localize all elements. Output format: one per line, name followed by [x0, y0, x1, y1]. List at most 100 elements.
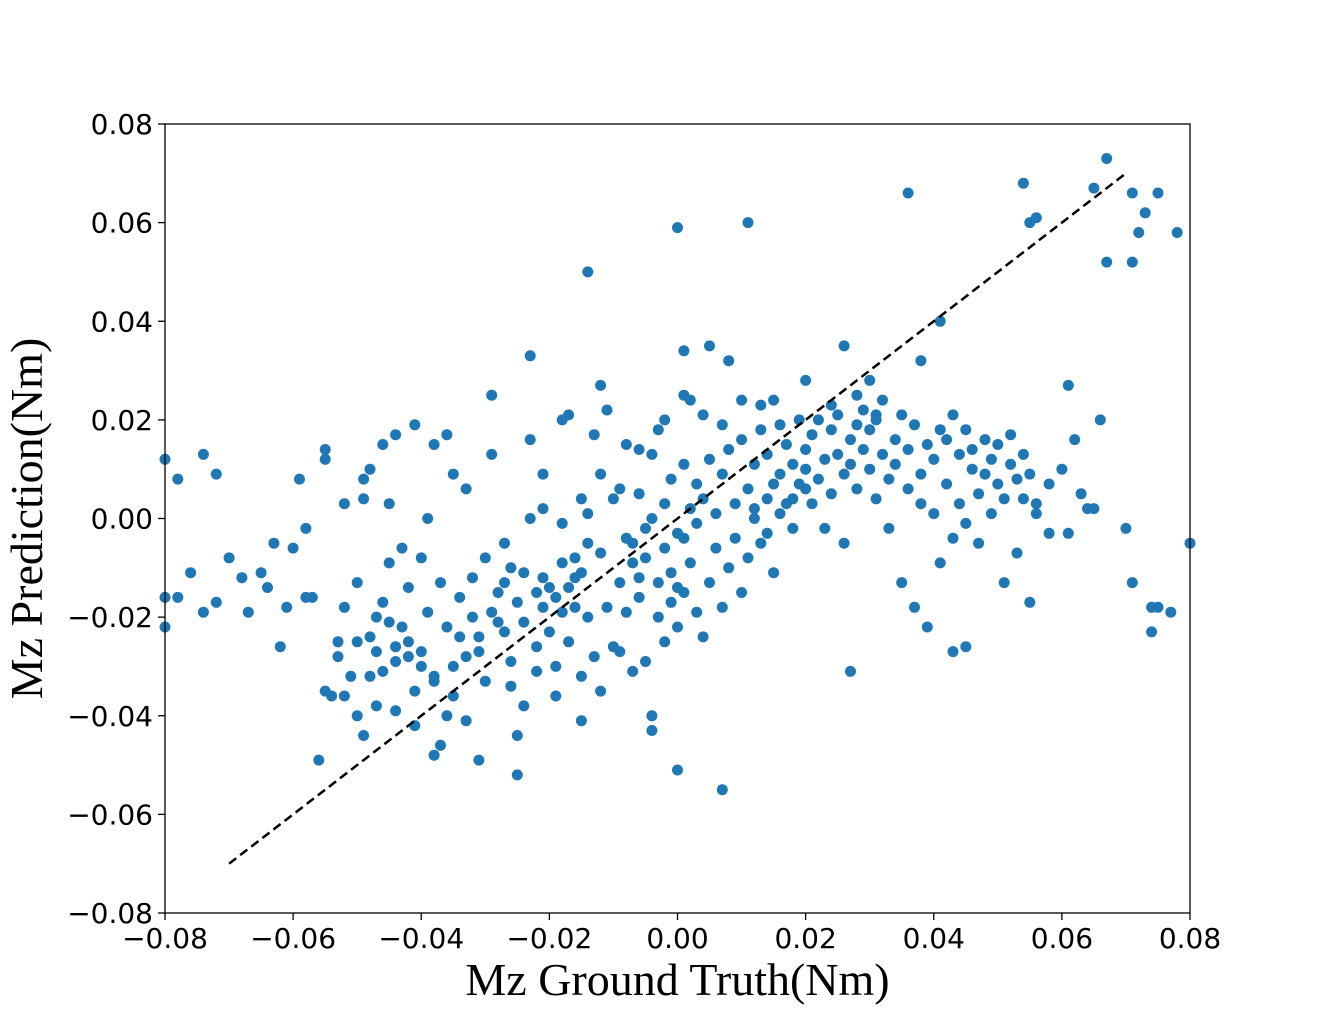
data-point [941, 478, 953, 490]
data-point [1133, 227, 1145, 238]
data-point [998, 577, 1010, 589]
data-point [294, 473, 305, 485]
data-point [819, 522, 831, 534]
data-point [838, 468, 850, 480]
data-point [768, 567, 780, 579]
data-point [582, 508, 594, 520]
data-point [774, 419, 786, 431]
data-point [441, 710, 453, 722]
data-point [768, 478, 780, 490]
data-point [646, 710, 658, 722]
data-point [454, 591, 466, 603]
data-point [428, 749, 440, 761]
data-point [755, 537, 767, 549]
data-point [691, 478, 703, 490]
data-point [742, 217, 754, 229]
y-tick-label: −0.02 [67, 601, 153, 634]
data-point [678, 389, 690, 401]
y-axis-ticks: 0.08 0.06 0.04 0.02 0.00 −0.02 −0.04 −0.06 −0.08 [67, 108, 165, 930]
data-point [505, 656, 517, 667]
data-point [633, 444, 645, 455]
data-point [845, 434, 856, 446]
data-point [550, 690, 562, 702]
data-point [941, 434, 953, 446]
data-point [934, 557, 946, 569]
y-axis-title: Mz Prediction(Nm) [1, 338, 52, 700]
data-point [486, 448, 498, 460]
y-tick-label: 0.00 [91, 503, 153, 536]
data-point [921, 439, 933, 450]
data-point [531, 641, 543, 653]
data-point [319, 453, 331, 465]
data-point [755, 399, 767, 411]
data-point [531, 587, 543, 598]
data-point [582, 266, 594, 278]
data-point [1152, 601, 1164, 613]
data-point [960, 641, 972, 653]
data-point [864, 424, 876, 436]
data-point [652, 424, 664, 436]
data-point [915, 498, 927, 510]
x-tick-label: −0.04 [378, 922, 464, 955]
data-point [825, 424, 837, 436]
data-point [704, 453, 715, 465]
x-tick-label: −0.02 [506, 922, 592, 955]
data-point [1017, 448, 1029, 460]
data-point [524, 350, 536, 362]
data-point [864, 374, 876, 386]
data-point [678, 458, 690, 470]
data-point [479, 675, 491, 687]
data-point [973, 537, 985, 549]
data-point [370, 611, 382, 623]
data-point [953, 498, 965, 510]
data-point [402, 651, 414, 663]
data-point [614, 646, 626, 658]
data-point [1120, 522, 1132, 534]
data-point [460, 483, 472, 495]
data-point [851, 483, 863, 495]
data-point [524, 434, 536, 446]
data-point [268, 537, 280, 549]
data-point [672, 621, 683, 633]
data-point [383, 616, 395, 628]
data-point [915, 468, 927, 480]
data-point [800, 374, 812, 386]
data-point [409, 685, 421, 697]
data-point [780, 439, 792, 450]
data-point [633, 572, 645, 584]
data-point [223, 552, 235, 564]
data-point [716, 784, 728, 796]
data-point [396, 542, 408, 554]
data-point [825, 488, 837, 500]
data-point [921, 621, 933, 633]
data-point [262, 582, 273, 593]
data-point [332, 636, 344, 648]
data-point [460, 651, 472, 663]
data-point [332, 651, 344, 663]
data-point [473, 646, 485, 658]
data-point [274, 641, 286, 653]
data-point [415, 552, 427, 564]
data-point [537, 468, 549, 480]
data-point [531, 665, 543, 677]
data-point [595, 379, 607, 391]
data-point [979, 468, 991, 480]
data-point [1146, 626, 1158, 638]
y-tick-label: −0.06 [67, 798, 153, 831]
data-point [697, 409, 709, 421]
data-point [672, 582, 683, 593]
x-tick-label: 0.08 [1159, 922, 1221, 955]
data-point [390, 641, 402, 653]
data-point [242, 606, 254, 618]
data-point [473, 631, 485, 643]
data-point [486, 606, 498, 618]
x-axis-title: Mz Ground Truth(Nm) [465, 954, 889, 1005]
data-point [665, 596, 677, 608]
data-point [428, 439, 440, 450]
data-point [864, 463, 876, 475]
data-point [947, 532, 959, 544]
data-point [1005, 429, 1017, 441]
data-point [934, 424, 946, 436]
